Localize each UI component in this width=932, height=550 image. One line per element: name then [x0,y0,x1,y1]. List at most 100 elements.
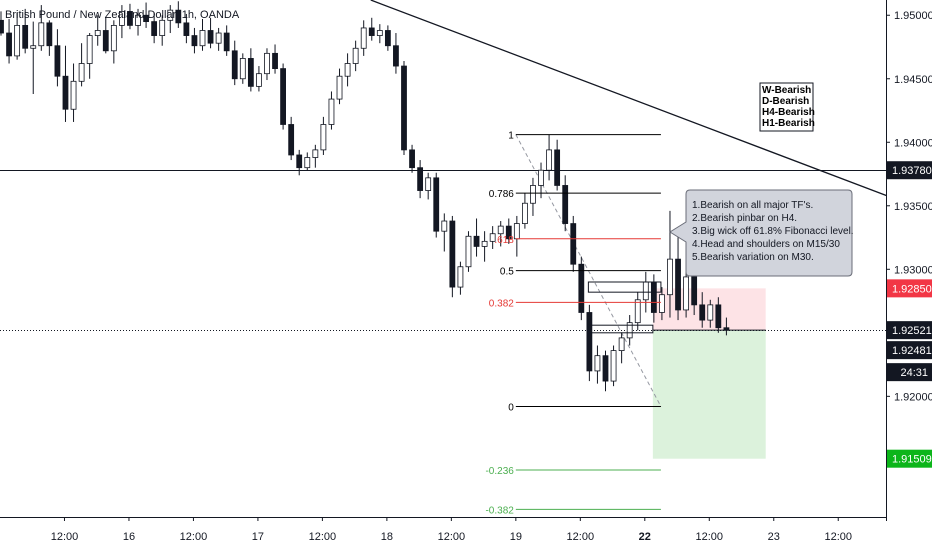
candle[interactable] [344,53,351,87]
candle[interactable] [175,1,182,28]
candle[interactable] [207,17,214,49]
candle[interactable] [538,162,544,199]
candle[interactable] [546,134,552,181]
candle[interactable] [433,172,440,238]
candle[interactable] [78,43,85,87]
candle[interactable] [522,193,528,229]
candle[interactable] [626,315,633,346]
candle[interactable] [86,33,93,79]
candle[interactable] [304,152,311,171]
candle[interactable] [70,63,77,122]
price-axis[interactable]: 1.95000 1.94500 1.94000 1.93500 1.93000 1.920… [886,0,932,521]
candle[interactable] [368,17,375,41]
candle[interactable] [505,218,512,244]
candle[interactable] [62,45,69,122]
candle[interactable] [320,116,327,155]
candle[interactable] [715,297,722,333]
candle[interactable] [6,19,12,64]
candle[interactable] [578,256,585,321]
price-badge[interactable]: 1.93780 [887,161,932,180]
candle[interactable] [530,177,536,216]
candle[interactable] [401,60,407,155]
candle[interactable] [417,160,424,199]
candle[interactable] [199,19,206,51]
candle[interactable] [239,53,246,84]
candle[interactable] [0,11,4,36]
candle[interactable] [465,231,472,272]
candle[interactable] [489,226,496,249]
candle[interactable] [376,24,383,44]
candle[interactable] [312,144,319,168]
candle[interactable] [296,149,303,176]
candle[interactable] [360,20,367,56]
candle[interactable] [46,20,53,56]
candle[interactable] [675,233,681,321]
candle[interactable] [497,221,504,247]
price-badge[interactable]: 1.92481 [887,341,932,360]
candle[interactable] [602,350,609,392]
candle[interactable] [618,332,625,364]
candle[interactable] [14,12,21,60]
candle[interactable] [610,345,617,387]
candle[interactable] [191,27,198,54]
candle[interactable] [473,218,480,257]
candle[interactable] [135,8,141,36]
candle[interactable] [280,63,287,130]
candle[interactable] [288,116,295,161]
candle[interactable] [393,33,399,74]
candle[interactable] [707,299,714,328]
candle[interactable] [54,29,61,87]
candle[interactable] [256,66,262,92]
candle[interactable] [594,345,601,384]
candle[interactable] [38,5,45,51]
candle[interactable] [272,44,278,74]
candle[interactable] [683,271,689,318]
candle[interactable] [441,213,448,252]
candle[interactable] [264,48,270,81]
candle[interactable] [586,304,593,382]
candle[interactable] [183,13,190,44]
candle[interactable] [30,21,37,94]
candle[interactable] [723,317,730,336]
candle[interactable] [127,3,133,30]
price-badge[interactable]: 1.91509 [887,449,932,468]
candle[interactable] [247,48,254,92]
candle[interactable] [659,287,665,321]
candle[interactable] [167,5,174,34]
fib-retracement[interactable]: 1 0.786 .618 0.5 0.382 0 -0.236 -0.382 [485,131,661,517]
candle[interactable] [22,8,29,54]
candle[interactable] [384,25,391,51]
candle[interactable] [691,269,698,316]
candle[interactable] [110,20,117,64]
candle[interactable] [94,15,101,46]
plot-area[interactable]: 1 0.786 .618 0.5 0.382 0 -0.236 -0.382 W-Bearish… [0,0,887,516]
price-badge[interactable]: 24:31 [887,363,932,382]
candle[interactable] [159,15,166,46]
candle[interactable] [449,215,456,298]
candle[interactable] [667,210,673,318]
trendline[interactable] [370,0,887,197]
candle[interactable] [634,292,641,331]
price-badge[interactable]: 1.92521 [887,321,932,340]
candle[interactable] [409,144,415,173]
candle[interactable] [231,40,238,86]
candle[interactable] [119,5,125,39]
candle[interactable] [151,12,158,44]
candle[interactable] [215,27,222,51]
candle[interactable] [481,231,488,262]
candle[interactable] [570,215,577,272]
time-axis[interactable]: 12:00 16 12:00 17 12:00 18 12:00 19 12:00 22 12:00… [0,517,886,543]
candle[interactable] [328,91,335,130]
price-badge[interactable]: 1.92850 [887,279,932,298]
candle[interactable] [143,2,149,28]
candle[interactable] [223,25,230,56]
candle[interactable] [562,175,569,232]
candle[interactable] [425,172,432,200]
candle[interactable] [336,68,343,105]
candle[interactable] [352,40,359,72]
take-profit-zone[interactable] [652,330,766,459]
pattern-box[interactable] [587,324,654,334]
candle[interactable] [554,139,561,191]
pattern-box[interactable] [587,281,662,293]
